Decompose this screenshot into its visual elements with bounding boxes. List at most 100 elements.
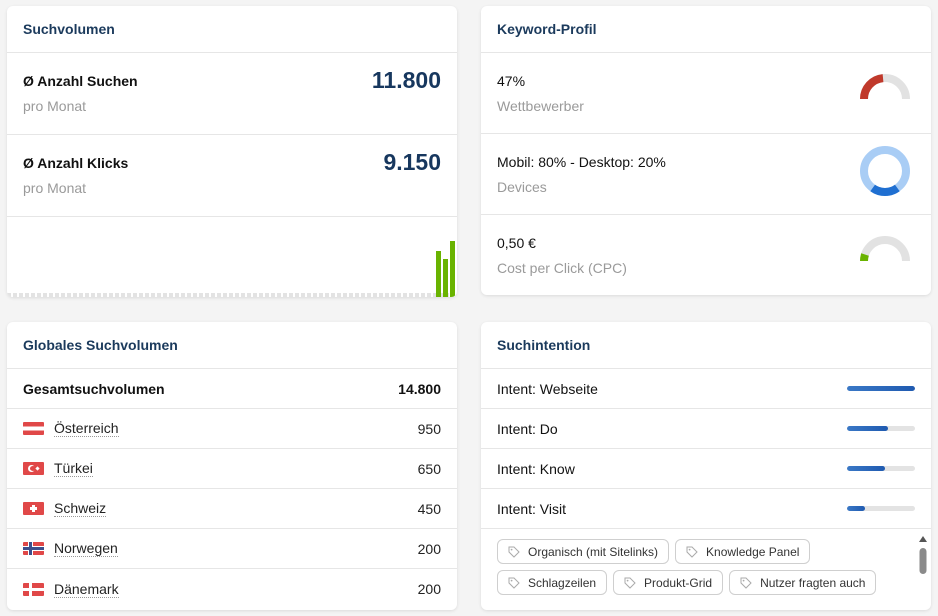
intent-bar [847, 426, 915, 431]
country-value: 950 [417, 420, 441, 437]
competition-row: 47% Wettbewerber [481, 53, 931, 134]
total-volume-label: Gesamtsuchvolumen [23, 380, 165, 397]
serp-tag[interactable]: Knowledge Panel [675, 539, 811, 564]
serp-feature-tags: Organisch (mit Sitelinks) Knowledge Pane… [481, 529, 901, 595]
country-row-denmark: Dänemark 200 [7, 569, 457, 609]
volume-trend-bar [450, 241, 455, 297]
country-name[interactable]: Dänemark [54, 580, 119, 598]
cpc-label: Cost per Click (CPC) [497, 260, 627, 276]
keyword-profile-header: Keyword-Profil [481, 6, 931, 53]
competition-value: 47% [497, 73, 526, 89]
volume-trend-chart [7, 218, 457, 297]
tag-icon [686, 546, 698, 558]
intent-row-website: Intent: Webseite [481, 369, 931, 409]
volume-trend-baseline [7, 293, 457, 297]
turkey-flag-icon [23, 462, 44, 475]
serp-tag-label: Schlagzeilen [528, 575, 597, 590]
scrollbar-thumb[interactable] [919, 548, 927, 574]
tags-scrollbar[interactable] [918, 536, 928, 606]
country-value: 650 [417, 460, 441, 477]
intent-label: Intent: Know [497, 460, 575, 477]
devices-row: Mobil: 80% - Desktop: 20% Devices [481, 134, 931, 215]
total-volume-value: 14.800 [398, 380, 441, 397]
serp-tag-label: Produkt-Grid [644, 575, 713, 590]
country-name[interactable]: Österreich [54, 420, 119, 437]
scroll-up-arrow-icon[interactable] [919, 536, 927, 542]
country-row-austria: Österreich 950 [7, 409, 457, 449]
tag-icon [508, 577, 520, 589]
tag-icon [624, 577, 636, 589]
intent-bar [847, 506, 915, 511]
competition-gauge [860, 74, 910, 100]
serp-tag[interactable]: Organisch (mit Sitelinks) [497, 539, 670, 564]
search-volume-card: Suchvolumen Ø Anzahl Suchen pro Monat 11… [7, 6, 457, 297]
country-name[interactable]: Norwegen [54, 540, 118, 557]
tag-icon [508, 546, 520, 558]
devices-donut-mobile [860, 146, 910, 196]
intent-row-know: Intent: Know [481, 449, 931, 489]
competition-label: Wettbewerber [497, 98, 584, 114]
intent-row-do: Intent: Do [481, 409, 931, 449]
devices-donut [860, 146, 910, 196]
cpc-gauge [860, 236, 910, 262]
serp-tag[interactable]: Nutzer fragten auch [729, 570, 877, 595]
total-volume-row: Gesamtsuchvolumen 14.800 [7, 369, 457, 409]
cpc-gauge-fill [860, 253, 869, 262]
avg-searches-label: Ø Anzahl Suchen [23, 73, 138, 89]
intent-bar [847, 386, 915, 391]
country-value: 200 [417, 581, 441, 597]
avg-clicks-row: Ø Anzahl Klicks pro Monat 9.150 [7, 135, 457, 217]
volume-trend-bar [443, 259, 448, 297]
avg-searches-sub: pro Monat [23, 98, 87, 114]
avg-searches-row: Ø Anzahl Suchen pro Monat 11.800 [7, 53, 457, 135]
serp-tag-label: Nutzer fragten auch [760, 575, 866, 590]
austria-flag-icon [23, 422, 44, 435]
country-value: 450 [417, 500, 441, 517]
country-name[interactable]: Schweiz [54, 500, 107, 517]
country-row-norway: Norwegen 200 [7, 529, 457, 569]
search-intent-title: Suchintention [497, 337, 591, 353]
competition-gauge-fill [860, 74, 884, 100]
search-intent-card: Suchintention Intent: Webseite Intent: D… [481, 322, 931, 610]
intent-label: Intent: Webseite [497, 380, 598, 397]
country-value: 200 [417, 540, 441, 557]
denmark-flag-icon [23, 582, 44, 596]
country-name[interactable]: Türkei [54, 460, 93, 477]
devices-donut-desktop [870, 184, 900, 196]
serp-tag[interactable]: Produkt-Grid [613, 570, 724, 595]
avg-clicks-sub: pro Monat [23, 180, 87, 196]
serp-tag[interactable]: Schlagzeilen [497, 570, 608, 595]
cpc-value: 0,50 € [497, 235, 536, 251]
devices-label: Devices [497, 179, 547, 195]
intent-bar-fill [847, 466, 886, 471]
global-volume-header: Globales Suchvolumen [7, 322, 457, 369]
global-volume-card: Globales Suchvolumen Gesamtsuchvolumen 1… [7, 322, 457, 610]
intent-bar-fill [847, 426, 888, 431]
search-volume-title: Suchvolumen [23, 21, 115, 37]
switzerland-flag-icon [23, 502, 44, 515]
search-volume-header: Suchvolumen [7, 6, 457, 53]
keyword-profile-title: Keyword-Profil [497, 21, 597, 37]
intent-label: Intent: Do [497, 420, 558, 437]
avg-clicks-value: 9.150 [383, 149, 441, 175]
cpc-row: 0,50 € Cost per Click (CPC) [481, 215, 931, 295]
intent-row-visit: Intent: Visit [481, 489, 931, 529]
country-row-switzerland: Schweiz 450 [7, 489, 457, 529]
serp-tag-label: Organisch (mit Sitelinks) [528, 544, 659, 559]
volume-trend-bar [436, 251, 441, 297]
search-intent-header: Suchintention [481, 322, 931, 369]
intent-label: Intent: Visit [497, 500, 567, 517]
intent-bar-fill [847, 506, 866, 511]
intent-bar [847, 466, 915, 471]
cpc-gauge-track [860, 236, 910, 262]
norway-flag-icon [23, 542, 44, 555]
keyword-profile-card: Keyword-Profil 47% Wettbewerber Mobil: 8… [481, 6, 931, 295]
serp-tag-label: Knowledge Panel [706, 544, 800, 559]
avg-clicks-label: Ø Anzahl Klicks [23, 155, 129, 171]
devices-value: Mobil: 80% - Desktop: 20% [497, 154, 666, 170]
global-volume-title: Globales Suchvolumen [23, 337, 178, 353]
country-row-turkey: Türkei 650 [7, 449, 457, 489]
intent-bar-fill [847, 386, 915, 391]
avg-searches-value: 11.800 [371, 67, 441, 93]
tag-icon [740, 577, 752, 589]
